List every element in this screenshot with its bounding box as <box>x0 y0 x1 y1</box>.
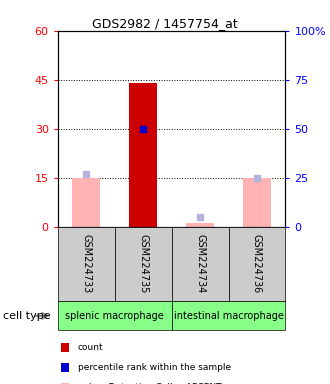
Text: value, Detection Call = ABSENT: value, Detection Call = ABSENT <box>78 383 221 384</box>
Text: splenic macrophage: splenic macrophage <box>65 311 164 321</box>
Text: GSM224736: GSM224736 <box>252 234 262 294</box>
Text: cell type: cell type <box>3 311 51 321</box>
Text: count: count <box>78 343 103 352</box>
Text: GSM224734: GSM224734 <box>195 234 205 294</box>
Text: percentile rank within the sample: percentile rank within the sample <box>78 363 231 372</box>
Bar <box>243 178 271 227</box>
Text: intestinal macrophage: intestinal macrophage <box>174 311 283 321</box>
Bar <box>186 223 214 227</box>
Bar <box>72 178 100 227</box>
Text: GDS2982 / 1457754_at: GDS2982 / 1457754_at <box>92 17 238 30</box>
Bar <box>129 83 157 227</box>
Text: GSM224733: GSM224733 <box>81 234 91 294</box>
Text: GSM224735: GSM224735 <box>138 234 148 294</box>
